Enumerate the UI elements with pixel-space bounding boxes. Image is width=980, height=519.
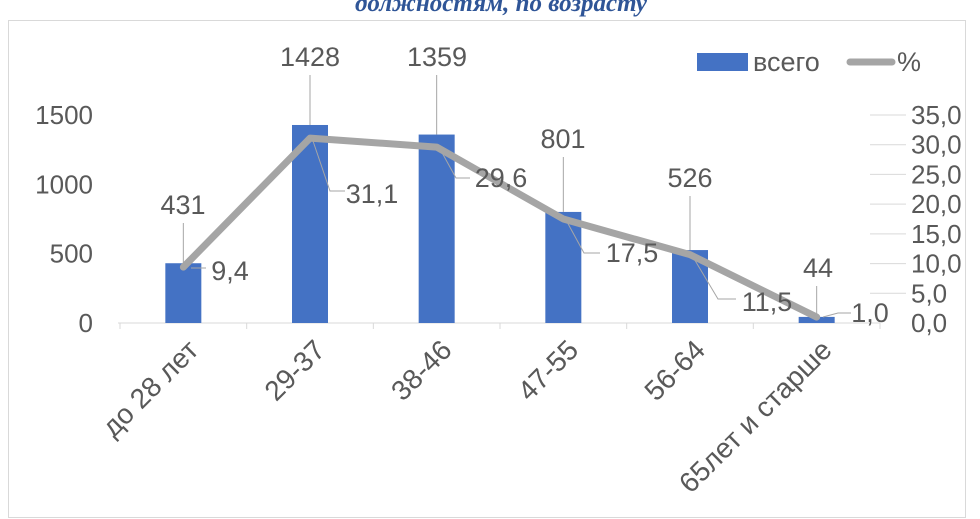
right-axis-tick-label-4: 20,0 [911,189,962,219]
bar-2 [292,124,328,323]
right-axis-tick-label-6: 30,0 [911,130,962,160]
right-axis-tick-label-1: 5,0 [911,278,947,308]
bar-4 [545,211,582,323]
category-label-4: 47-55 [512,334,585,407]
bar-data-label-6: 44 [803,253,833,283]
bar-data-label-2: 1428 [280,42,340,72]
category-label-3: 38-46 [385,334,458,407]
right-axis-tick-label-5: 25,0 [911,159,962,189]
percent-point-4 [560,216,567,222]
caption-clip: должностям, по возрасту [0,0,980,19]
right-axis-tick-label-7: 35,0 [911,100,962,130]
percent-leader-line-3 [439,148,470,179]
category-label-2: 29-37 [258,334,331,407]
legend-label-line: % [897,47,921,77]
legend-label-bar: всего [753,47,820,77]
legend-swatch-bar [697,53,748,71]
percent-data-label-4: 17,5 [606,238,659,268]
bar-data-label-5: 526 [667,163,712,193]
percent-point-2 [307,135,313,142]
left-axis-tick-label-0: 0 [79,308,93,338]
bar-3 [418,134,455,323]
right-axis-tick-label-3: 15,0 [911,219,962,249]
percent-data-label-2: 31,1 [346,179,399,209]
percent-point-6 [813,314,820,321]
figure-caption: должностям, по возрасту [354,0,648,17]
right-axis-tick-label-2: 10,0 [911,249,962,279]
percent-point-1 [180,264,187,271]
bar-data-label-3: 1359 [407,42,467,72]
percent-leader-line-2 [312,140,345,192]
percent-leader-line-5 [692,256,736,300]
percent-leader-line-4 [565,219,600,254]
bar-data-label-1: 431 [160,190,205,220]
bar-data-label-4: 801 [540,124,585,154]
percent-point-3 [433,144,440,151]
right-axis-tick-label-0: 0,0 [911,308,947,338]
percent-point-5 [687,251,693,258]
left-axis-tick-label-1: 500 [50,239,93,269]
percent-data-label-6: 1,0 [851,298,889,328]
percent-data-label-5: 11,5 [742,287,793,317]
percent-data-label-3: 29,6 [475,163,528,193]
category-label-5: 56-64 [638,334,711,407]
left-axis-tick-label-2: 1000 [35,169,93,199]
percent-data-label-1: 9,4 [211,256,249,286]
left-axis-tick-label-3: 1500 [35,100,93,130]
chart-frame [8,20,966,518]
percent-leader-line-6 [822,312,851,318]
bar-1 [165,263,202,323]
category-label-1: до 28 лет [96,334,205,443]
percent-series-line [179,134,821,321]
